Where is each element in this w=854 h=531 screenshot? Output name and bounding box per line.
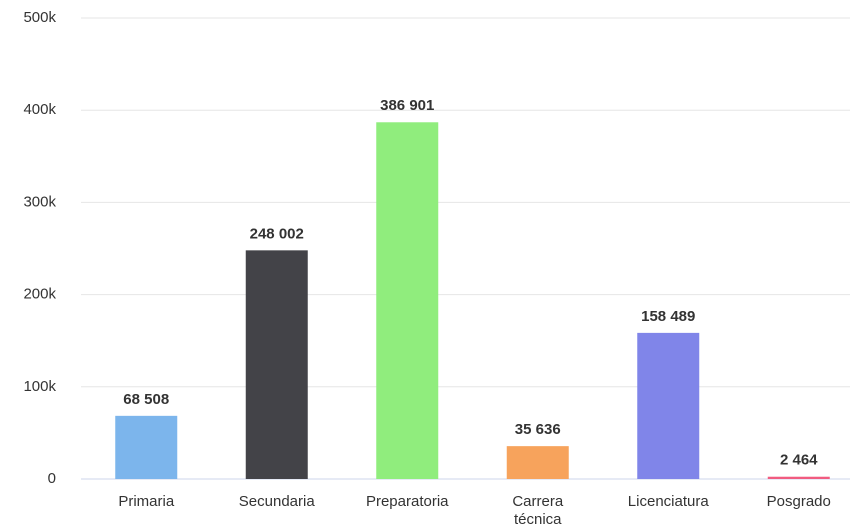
y-tick-label: 300k [23,193,56,210]
bar [506,446,569,479]
x-tick-label: Preparatoria [366,493,449,510]
x-tick-label: Licenciatura [628,493,710,510]
bar [767,476,830,479]
data-label: 68 508 [123,391,169,408]
y-tick-label: 0 [48,470,56,487]
y-tick-label: 100k [23,378,56,395]
bar [637,332,700,479]
x-tick-label: Carrera técnica [512,493,564,528]
data-label: 35 636 [515,421,561,438]
x-tick-label: Posgrado [767,493,831,510]
data-label: 248 002 [250,225,304,242]
data-label: 2 464 [780,452,818,469]
data-label: 158 489 [641,308,695,325]
y-tick-label: 400k [23,101,56,118]
data-label: 386 901 [380,97,434,114]
y-tick-label: 500k [23,9,56,26]
bar [115,415,178,479]
y-tick-label: 200k [23,286,56,303]
x-tick-label: Primaria [118,493,174,510]
x-tick-label: Secundaria [239,493,316,510]
bar [376,122,439,479]
bar [245,250,308,479]
